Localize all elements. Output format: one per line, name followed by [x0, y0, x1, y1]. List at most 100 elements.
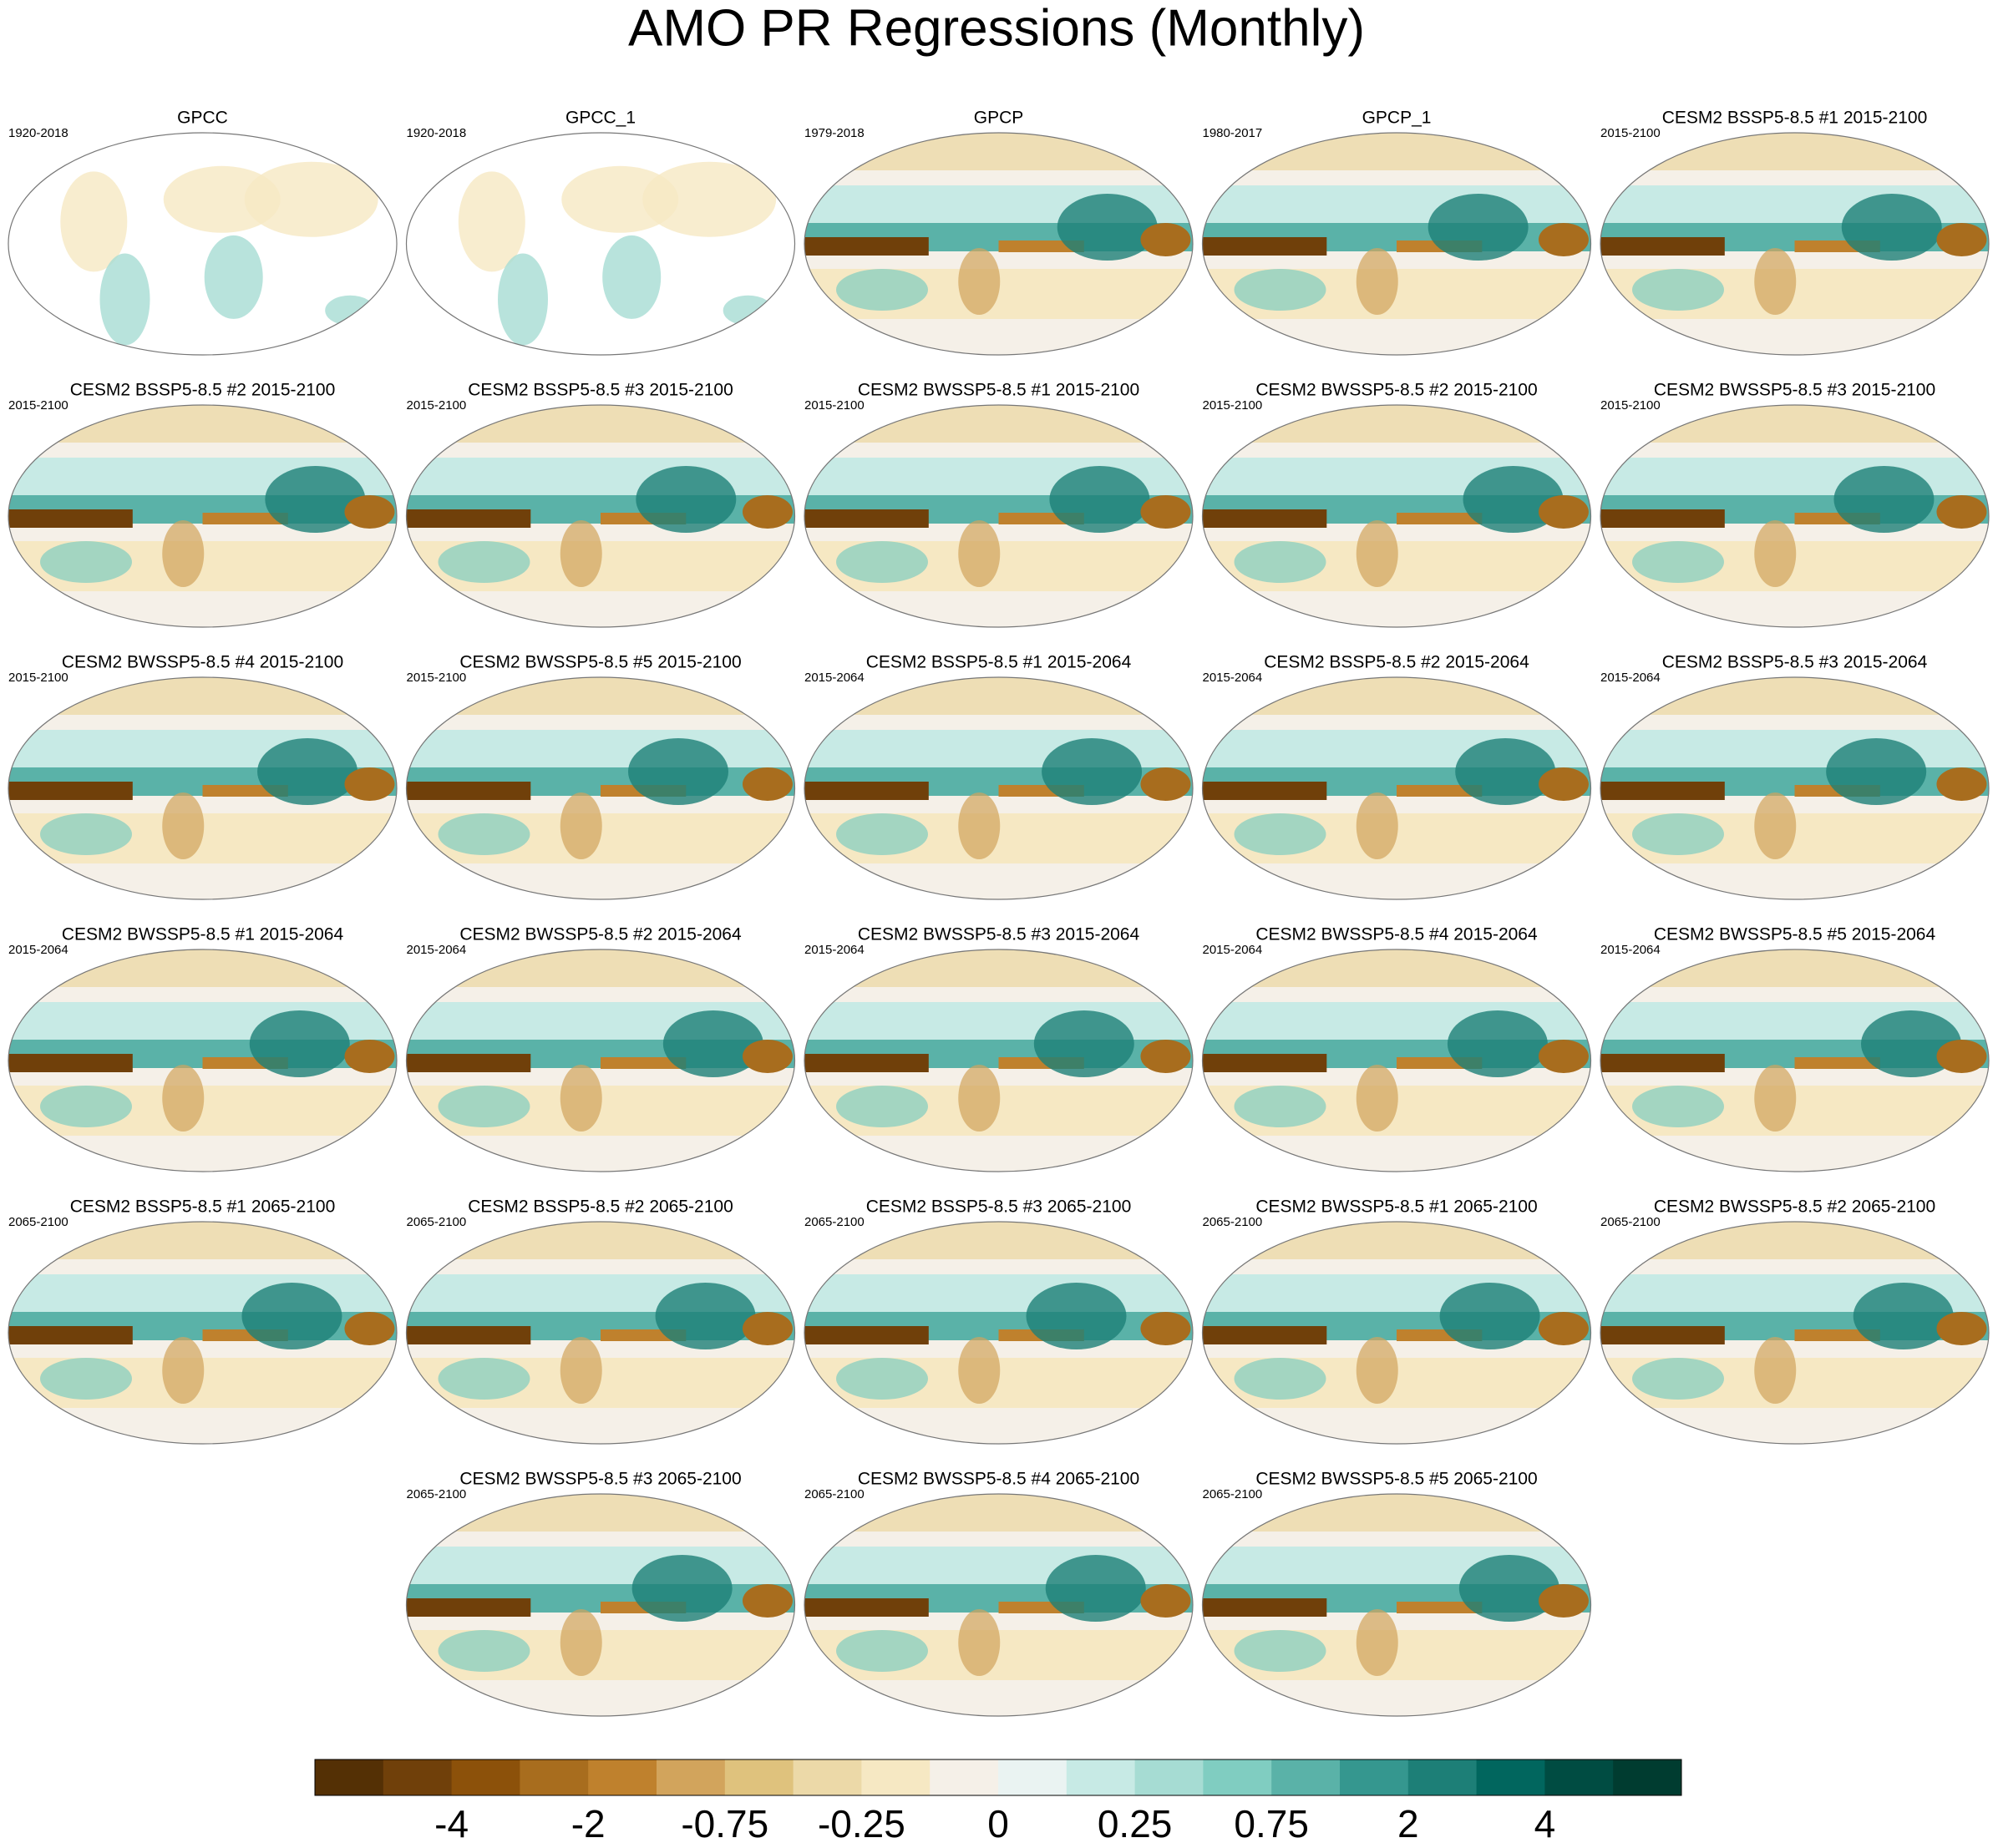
- colorbar-swatch: [383, 1759, 453, 1795]
- map-field: [804, 677, 1193, 899]
- map-panel: GPCP 1979-2018: [804, 109, 1194, 356]
- panel-period: 1979-2018: [804, 126, 865, 140]
- panel-period: 1920-2018: [407, 126, 467, 140]
- panel-title: GPCP: [974, 109, 1024, 128]
- panel-title: CESM2 BSSP5-8.5 #2 2015-2100: [70, 381, 336, 400]
- map-field: [1600, 405, 1989, 627]
- panel-title: GPCP_1: [1362, 109, 1432, 128]
- colorbar-swatch: [451, 1759, 520, 1795]
- map-outline: [804, 1493, 1194, 1717]
- panel-period: 2065-2100: [804, 1215, 865, 1229]
- panel-period: 2015-2100: [407, 671, 467, 685]
- map-field: [1202, 949, 1591, 1172]
- colorbar-swatch: [657, 1759, 726, 1795]
- map-field: [406, 405, 795, 627]
- panel-title: GPCC: [177, 109, 228, 128]
- panel-period: 2065-2100: [1203, 1215, 1263, 1229]
- colorbar-label: -2: [571, 1802, 606, 1844]
- panel-period: 2015-2100: [804, 398, 865, 413]
- colorbar-swatch: [520, 1759, 589, 1795]
- colorbar-swatch: [1613, 1759, 1682, 1795]
- colorbar-swatch: [315, 1759, 384, 1795]
- colorbar-swatch: [588, 1759, 657, 1795]
- panel-title: CESM2 BWSSP5-8.5 #4 2065-2100: [858, 1470, 1139, 1489]
- panel-title: CESM2 BWSSP5-8.5 #4 2015-2100: [62, 653, 343, 672]
- map-panel: GPCP_1 1980-2017: [1201, 109, 1592, 356]
- panel-period: 2065-2100: [8, 1215, 68, 1229]
- map-field: [8, 677, 397, 899]
- colorbar-frame: [314, 1759, 1682, 1796]
- map-outline: [1600, 1221, 1990, 1445]
- map-field: [8, 405, 397, 627]
- panel-period: 2015-2064: [804, 671, 865, 685]
- map-outline: [1600, 949, 1990, 1172]
- colorbar-label: -0.25: [818, 1802, 905, 1844]
- map-field: [8, 1222, 397, 1444]
- map-field: [406, 133, 795, 355]
- colorbar-swatch: [1340, 1759, 1409, 1795]
- panel-title: CESM2 BWSSP5-8.5 #5 2015-2100: [459, 653, 741, 672]
- panel-title: CESM2 BWSSP5-8.5 #1 2065-2100: [1255, 1197, 1537, 1217]
- map-panel: GPCC 1920-2018: [8, 109, 398, 356]
- map-outline: [405, 1221, 796, 1445]
- colorbar-label: 0: [987, 1802, 1009, 1844]
- figure-title: AMO PR Regressions (Monthly): [628, 0, 1365, 57]
- panel-title: CESM2 BSSP5-8.5 #3 2015-2100: [468, 381, 733, 400]
- colorbar-swatch: [1066, 1759, 1136, 1795]
- map-field: [1202, 1494, 1591, 1716]
- map-field: [8, 133, 397, 355]
- map-outline: [8, 676, 398, 900]
- colorbar-label: 0.75: [1234, 1802, 1309, 1844]
- colorbar-swatch: [793, 1759, 862, 1795]
- map-field: [406, 677, 795, 899]
- panel-title: CESM2 BWSSP5-8.5 #2 2015-2100: [1255, 381, 1537, 400]
- colorbar-swatch: [1271, 1759, 1341, 1795]
- map-field: [1202, 133, 1591, 355]
- map-outline: [405, 1493, 796, 1717]
- map-outline: [8, 949, 398, 1172]
- map-outline: [405, 404, 796, 628]
- colorbar-swatch: [1134, 1759, 1204, 1795]
- colorbar-swatch: [998, 1759, 1067, 1795]
- panel-title: CESM2 BWSSP5-8.5 #3 2015-2064: [858, 925, 1140, 944]
- panel-period: 1920-2018: [8, 126, 68, 140]
- colorbar-swatch: [724, 1759, 794, 1795]
- panel-title: CESM2 BSSP5-8.5 #1 2015-2064: [866, 653, 1132, 672]
- map-outline: [405, 676, 796, 900]
- map-outline: [1600, 404, 1990, 628]
- panel-period: 2015-2064: [407, 943, 467, 957]
- colorbar-swatch: [1476, 1759, 1545, 1795]
- map-outline: [1201, 676, 1592, 900]
- colorbar-swatch: [1544, 1759, 1614, 1795]
- map-outline: [8, 404, 398, 628]
- panel-title: CESM2 BSSP5-8.5 #3 2015-2064: [1662, 653, 1928, 672]
- panel-title: CESM2 BSSP5-8.5 #1 2015-2100: [1662, 109, 1928, 128]
- panel-title: CESM2 BWSSP5-8.5 #5 2015-2064: [1654, 925, 1936, 944]
- colorbar-label: 2: [1397, 1802, 1419, 1844]
- colorbar-swatch: [930, 1759, 999, 1795]
- map-field: [406, 1222, 795, 1444]
- panel-period: 2065-2100: [407, 1487, 467, 1501]
- panel-title: CESM2 BWSSP5-8.5 #3 2015-2100: [1654, 381, 1935, 400]
- map-field: [1600, 949, 1989, 1172]
- map-field: [1202, 677, 1591, 899]
- map-field: [1202, 1222, 1591, 1444]
- colorbar-label: 0.25: [1098, 1802, 1173, 1844]
- map-field: [1600, 133, 1989, 355]
- map-field: [406, 949, 795, 1172]
- map-field: [1600, 1222, 1989, 1444]
